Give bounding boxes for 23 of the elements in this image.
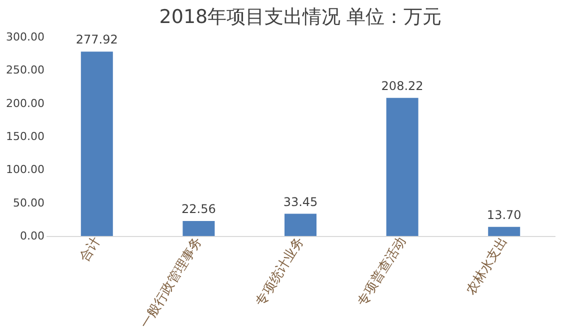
bar <box>80 52 113 236</box>
data-label: 277.92 <box>76 32 118 47</box>
x-tick-label: 专项普查活动 <box>354 234 410 309</box>
y-tick-label: 300.00 <box>6 30 44 44</box>
x-tick-label: 合计 <box>77 234 104 265</box>
y-tick-label: 0.00 <box>20 230 44 242</box>
bar <box>182 221 215 236</box>
data-label: 22.56 <box>182 202 216 216</box>
chart-title: 2018年项目支出情况 单位：万元 <box>159 6 442 28</box>
data-label: 33.45 <box>283 194 318 209</box>
bar <box>488 226 520 236</box>
bar <box>386 98 418 236</box>
y-tick-label: 250.00 <box>6 64 44 77</box>
y-tick-label: 100.00 <box>6 163 44 176</box>
y-tick-label: 50.00 <box>13 196 44 210</box>
y-tick-label: 150.00 <box>6 130 44 143</box>
x-tick-label: 农林水支出 <box>464 234 511 298</box>
data-label: 208.22 <box>381 78 424 93</box>
bar <box>284 214 316 236</box>
data-label: 13.70 <box>486 208 522 222</box>
x-tick-label: 专项统计业务 <box>253 234 308 309</box>
y-tick-label: 200.00 <box>6 96 44 110</box>
x-tick-label: 一般行政管理事务 <box>138 234 206 331</box>
